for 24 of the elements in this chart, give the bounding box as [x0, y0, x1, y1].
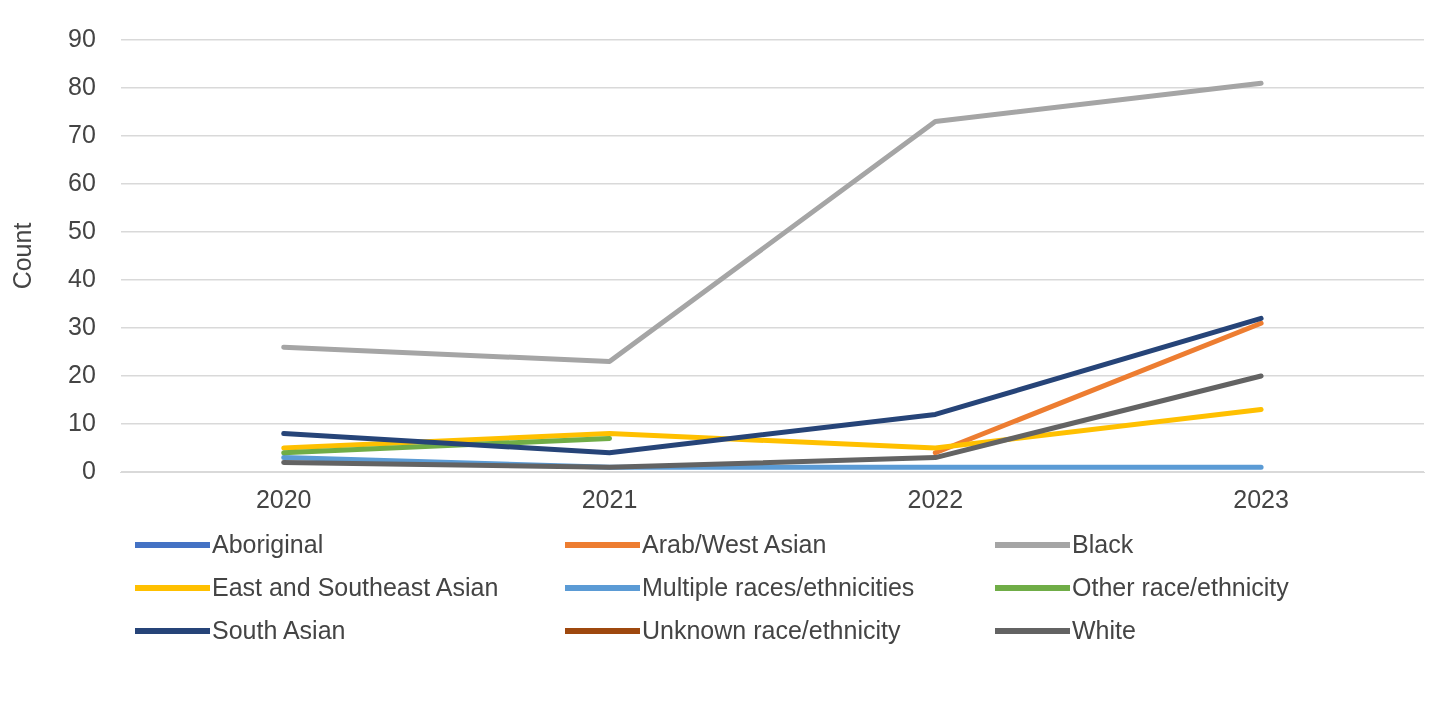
legend-label: Arab/West Asian: [642, 530, 827, 559]
legend-label: Aboriginal: [212, 530, 324, 559]
legend-label: East and Southeast Asian: [212, 573, 499, 602]
x-tick-label: 2022: [907, 484, 964, 513]
x-tick-label: 2023: [1233, 484, 1289, 513]
y-tick-label: 40: [68, 263, 96, 292]
legend-label: White: [1072, 616, 1136, 645]
y-tick-label: 80: [68, 71, 96, 100]
legend-label: Multiple races/ethnicities: [642, 573, 915, 602]
legend-label: Other race/ethnicity: [1072, 573, 1289, 602]
y-tick-label: 30: [68, 311, 96, 340]
y-tick-label: 70: [68, 119, 96, 148]
y-axis-title: Count: [7, 222, 36, 290]
x-tick-label: 2020: [255, 484, 312, 513]
legend-label: South Asian: [212, 616, 346, 645]
y-tick-label: 0: [81, 455, 96, 484]
legend-label: Black: [1072, 530, 1134, 559]
y-tick-label: 50: [68, 215, 96, 244]
x-tick-label: 2021: [581, 484, 638, 513]
y-tick-label: 20: [68, 359, 96, 388]
y-tick-label: 60: [68, 167, 96, 196]
y-tick-label: 10: [68, 407, 96, 436]
y-tick-label: 90: [68, 23, 96, 52]
legend-label: Unknown race/ethnicity: [642, 616, 901, 645]
